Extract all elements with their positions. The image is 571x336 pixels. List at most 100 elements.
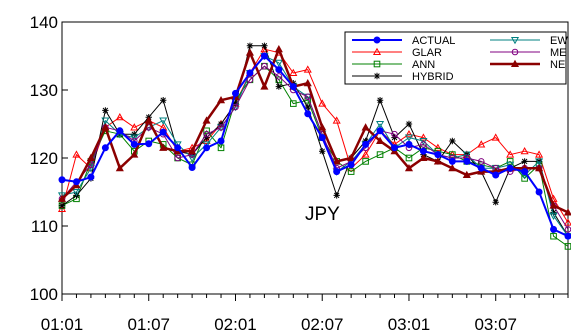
glar-marker [202, 136, 211, 145]
ne-marker [101, 123, 110, 131]
y-tick-label: 110 [31, 217, 58, 236]
glar-legend-marker [372, 47, 382, 56]
glar-marker [72, 150, 81, 158]
chart-annotation: JPY [305, 204, 340, 225]
ne-marker [376, 136, 385, 145]
ann-marker [362, 158, 369, 165]
me-marker [217, 124, 225, 131]
glar-marker [433, 143, 442, 151]
hybrid-marker [275, 83, 283, 90]
legend-item-glar: GLAR [352, 47, 442, 59]
ann-marker [405, 154, 413, 162]
glar-marker [419, 133, 428, 141]
ne-marker [274, 44, 283, 53]
ne-marker [260, 82, 269, 90]
actual-marker [58, 176, 66, 184]
ne-marker [318, 123, 327, 131]
hybrid-marker [391, 134, 398, 141]
ne-marker [448, 163, 457, 172]
ew-marker [376, 120, 385, 129]
actual-marker [448, 157, 456, 165]
hybrid-marker [319, 148, 326, 155]
legend-label: HYBRID [412, 71, 454, 83]
ann-marker [550, 232, 557, 240]
actual-marker [362, 140, 370, 148]
hybrid-marker [160, 97, 167, 104]
glar-marker [289, 68, 298, 77]
me-marker [420, 141, 427, 148]
hybrid-marker [217, 120, 225, 128]
ne-marker [57, 194, 67, 202]
legend-item-me: ME [490, 47, 567, 59]
hybrid-marker [261, 42, 268, 49]
hybrid-marker [521, 158, 528, 165]
ew-marker [274, 59, 283, 68]
x-tick-label: 01:01 [41, 315, 84, 334]
ne-marker [462, 170, 471, 179]
me-marker [391, 130, 398, 138]
ne-marker [303, 78, 312, 87]
ne-legend-marker [510, 59, 520, 68]
series-line [61, 45, 569, 237]
legend-label: ACTUAL [412, 35, 455, 47]
glar-marker [404, 129, 414, 138]
actual-marker [72, 178, 80, 186]
actual-marker [231, 89, 239, 97]
ne-marker [535, 163, 544, 172]
ew-marker [72, 188, 81, 197]
ne-marker [144, 116, 153, 124]
actual-marker [391, 144, 399, 152]
actual-marker [130, 140, 138, 148]
y-tick-label: 120 [30, 149, 58, 168]
actual-marker [260, 52, 268, 60]
glar-marker [520, 146, 529, 155]
hybrid-marker [102, 107, 109, 114]
actual-marker [217, 137, 225, 145]
hybrid-marker [449, 137, 456, 145]
glar-marker [130, 123, 139, 131]
ew-marker [86, 165, 95, 173]
y-tick-label: 140 [30, 13, 58, 32]
hybrid-marker [333, 192, 340, 199]
series-line [61, 47, 569, 214]
hybrid-marker [232, 100, 239, 107]
legend-label: GLAR [412, 47, 442, 59]
series-layer [57, 42, 571, 250]
actual-marker [145, 140, 153, 148]
glar-marker [303, 65, 312, 73]
hybrid-marker [246, 42, 254, 49]
legend-item-ann: ANN [352, 59, 435, 71]
ew-marker [419, 137, 428, 146]
ne-marker [130, 150, 139, 158]
ew-legend-marker [510, 36, 520, 45]
ne-marker [245, 48, 254, 56]
hybrid-marker [58, 202, 66, 209]
actual-marker [159, 128, 167, 136]
ne-marker [216, 95, 226, 104]
me-legend-marker [511, 48, 519, 56]
x-tick-label: 03:07 [474, 315, 517, 334]
actual-marker [564, 232, 571, 240]
x-tick-label: 02:01 [214, 315, 257, 334]
actual-marker [87, 173, 95, 181]
legend-item-ew: EW [490, 35, 568, 47]
glar-marker [491, 133, 500, 141]
ann-legend-marker [373, 60, 381, 68]
legend-label: EW [550, 35, 568, 47]
actual-marker [434, 151, 442, 159]
hybrid-marker [405, 120, 413, 128]
actual-marker [506, 164, 514, 172]
ne-marker [361, 123, 370, 131]
actual-marker [550, 225, 558, 233]
hybrid-marker [203, 134, 210, 141]
glar-marker [477, 140, 486, 148]
y-tick-label: 130 [30, 81, 58, 100]
ne-marker [404, 163, 414, 172]
glar-marker [318, 99, 327, 107]
ne-marker [549, 201, 558, 209]
actual-legend-marker [373, 36, 381, 44]
me-marker [261, 62, 268, 70]
actual-marker [521, 168, 529, 176]
ew-marker [404, 134, 414, 142]
hybrid-marker [131, 131, 138, 138]
